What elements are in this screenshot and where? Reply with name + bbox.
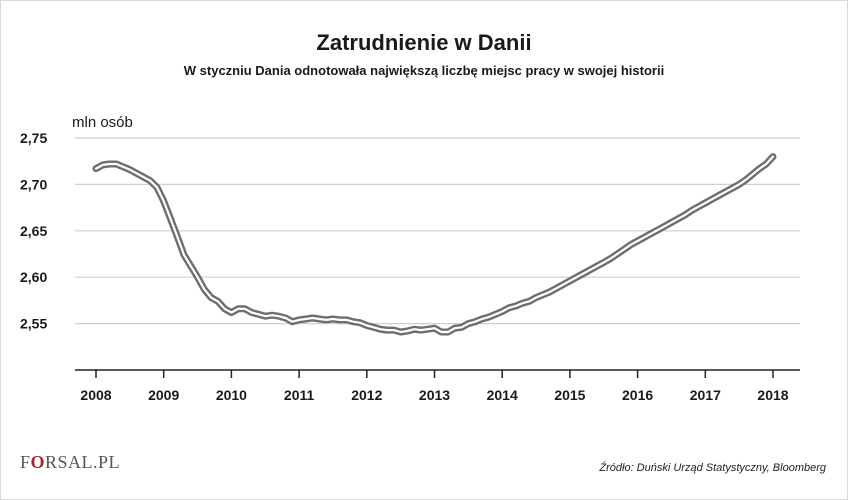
y-axis-label: mln osób xyxy=(72,114,133,131)
y-tick-label: 2,75 xyxy=(20,130,47,146)
x-tick-label: 2017 xyxy=(690,387,721,403)
gridlines xyxy=(75,137,800,325)
x-tick-label: 2011 xyxy=(284,387,315,403)
x-tick-label: 2013 xyxy=(419,387,450,403)
source-note: Źródło: Duński Urząd Statystyczny, Bloom… xyxy=(599,462,826,474)
y-tick-labels: 2,55 2,60 2,65 2,70 2,75 xyxy=(20,130,47,332)
y-tick-label: 2,60 xyxy=(20,269,47,285)
x-tick-label: 2008 xyxy=(80,387,111,403)
x-tick-label: 2009 xyxy=(148,387,179,403)
x-axis: 2008 2009 2010 2011 2012 2013 2014 2015 2016 2017… xyxy=(75,369,800,403)
x-tick-label: 2015 xyxy=(554,387,585,403)
x-tick-label: 2014 xyxy=(487,387,518,403)
x-tick-label: 2010 xyxy=(216,387,247,403)
series-group xyxy=(92,153,777,336)
y-tick-label: 2,70 xyxy=(20,176,47,192)
series-line xyxy=(92,153,777,336)
y-tick-label: 2,65 xyxy=(20,223,47,239)
forsal-logo: FORSAL.PL xyxy=(20,452,121,472)
x-tick-label: 2012 xyxy=(351,387,382,403)
chart-title: Zatrudnienie w Danii xyxy=(316,30,532,55)
y-tick-label: 2,55 xyxy=(20,316,47,332)
chart-subtitle: W styczniu Dania odnotowała największą l… xyxy=(183,63,665,78)
x-tick-label: 2018 xyxy=(757,387,788,403)
series-line-highlight xyxy=(94,155,775,334)
x-tick-label: 2016 xyxy=(622,387,653,403)
